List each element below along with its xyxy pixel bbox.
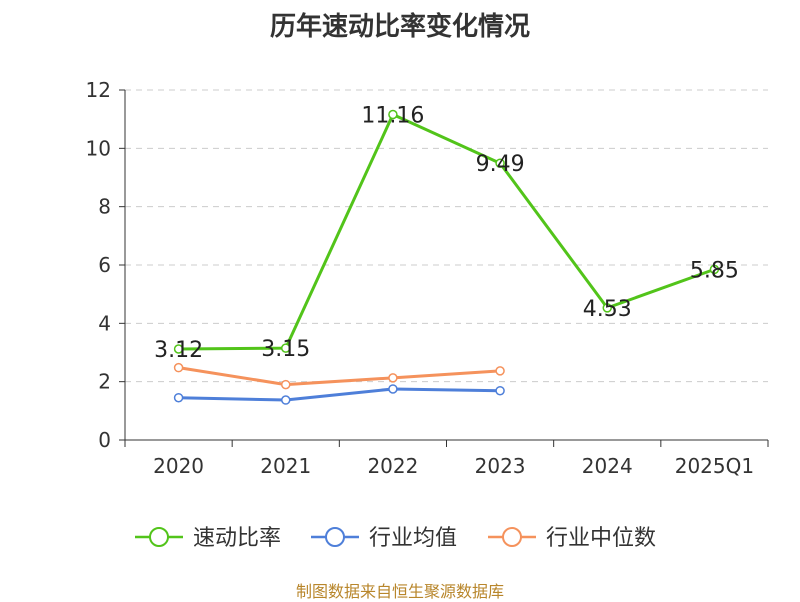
series-line-0 — [178, 113, 715, 351]
data-point — [495, 385, 505, 396]
legend-label: 速动比率 — [193, 526, 281, 551]
legend-item-1: 行业均值 — [311, 526, 457, 551]
y-tick-label: 10 — [86, 136, 111, 160]
legend-marker — [502, 527, 522, 547]
x-tick-label: 2021 — [260, 454, 311, 478]
data-point — [388, 373, 398, 383]
x-tick-label: 2020 — [153, 454, 204, 478]
y-tick-label: 0 — [98, 428, 111, 452]
data-point — [602, 303, 612, 313]
source-note: 制图数据来自恒生聚源数据库 — [295, 582, 504, 601]
axes: 0 2 4 6 8 10 12 2020 2021 2022 2023 2024 2025Q1 — [86, 78, 769, 478]
data-label: 11.16 — [361, 104, 424, 129]
legend-item-2: 行业中位数 — [488, 526, 656, 551]
data-point — [495, 158, 505, 168]
legend: 速动比率 行业均值 行业中位数 — [135, 526, 656, 551]
y-tick-label: 2 — [98, 370, 111, 394]
data-point — [495, 366, 505, 376]
data-point — [709, 264, 720, 275]
x-tick-label: 2022 — [367, 454, 418, 478]
data-label: 3.15 — [261, 337, 310, 362]
gridlines — [125, 89, 768, 383]
data-label: 3.12 — [154, 338, 203, 363]
y-tick-label: 8 — [98, 195, 111, 219]
chart-title: 历年速动比率变化情况 — [269, 12, 530, 42]
legend-label: 行业均值 — [369, 526, 457, 551]
y-tick-label: 4 — [98, 311, 111, 335]
data-point — [281, 343, 291, 353]
x-tick-label: 2024 — [582, 454, 633, 478]
data-point — [173, 392, 184, 403]
series-line-2 — [178, 366, 501, 387]
x-tick-label: 2023 — [475, 454, 526, 478]
data-labels: 3.12 3.15 11.16 9.49 4.53 5.85 — [154, 104, 739, 364]
series-line-1 — [178, 387, 501, 402]
legend-marker — [149, 527, 169, 547]
y-tick-label: 12 — [86, 78, 111, 102]
data-point — [173, 362, 184, 373]
data-label: 5.85 — [690, 258, 739, 283]
data-label: 9.49 — [476, 152, 525, 177]
data-point — [388, 109, 398, 120]
series-lines — [173, 109, 720, 405]
x-tick-label: 2025Q1 — [675, 454, 754, 478]
y-tick-label: 6 — [98, 253, 111, 277]
data-label: 4.53 — [583, 297, 632, 322]
legend-item-0: 速动比率 — [135, 526, 281, 551]
data-point — [173, 344, 184, 354]
data-point — [281, 379, 291, 390]
legend-marker — [325, 527, 345, 547]
data-point — [388, 384, 398, 394]
data-point — [281, 395, 291, 405]
legend-label: 行业中位数 — [546, 526, 656, 551]
